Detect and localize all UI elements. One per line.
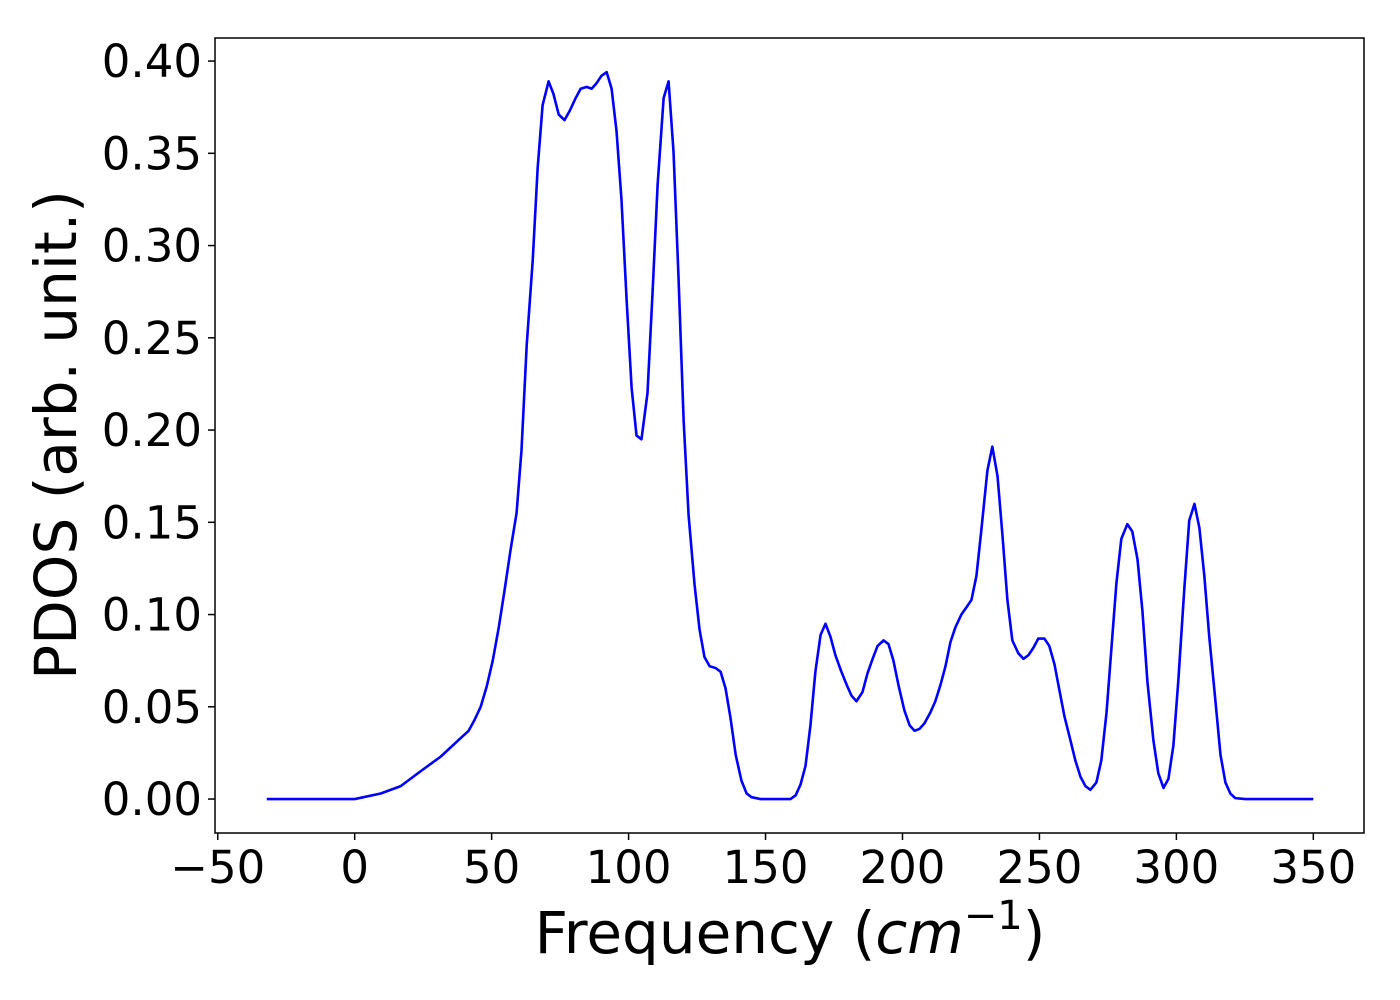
y-tick-label: 0.30 [102, 220, 202, 273]
y-axis-label: PDOS (arb. unit.) [22, 190, 90, 680]
y-tick-label: 0.05 [102, 681, 202, 734]
x-tick-label: 250 [996, 841, 1082, 894]
x-tick-label: 100 [586, 841, 672, 894]
y-tick-label: 0.15 [102, 496, 202, 549]
x-label-close: ) [1023, 899, 1046, 967]
x-label-unit: cm [875, 899, 963, 967]
x-label-exponent: −1 [964, 893, 1023, 939]
x-tick-label: 350 [1270, 841, 1356, 894]
x-tick-label: 150 [723, 841, 809, 894]
x-tick-label: 0 [340, 841, 369, 894]
y-tick-label: 0.20 [102, 404, 202, 457]
x-tick-label: −50 [170, 841, 265, 894]
y-tick-label: 0.35 [102, 127, 202, 180]
x-tick-label: 50 [463, 841, 520, 894]
x-tick-label: 300 [1133, 841, 1219, 894]
y-tick-label: 0.10 [102, 589, 202, 642]
y-tick-label: 0.25 [102, 312, 202, 365]
x-tick-label: 200 [860, 841, 946, 894]
x-label-text: Frequency ( [535, 899, 876, 967]
y-tick-label: 0.40 [102, 35, 202, 88]
x-axis-label: Frequency (cm−1) [535, 893, 1046, 967]
y-tick-label: 0.00 [102, 773, 202, 826]
data-line [266, 70, 1314, 801]
plot-frame [214, 37, 1365, 834]
